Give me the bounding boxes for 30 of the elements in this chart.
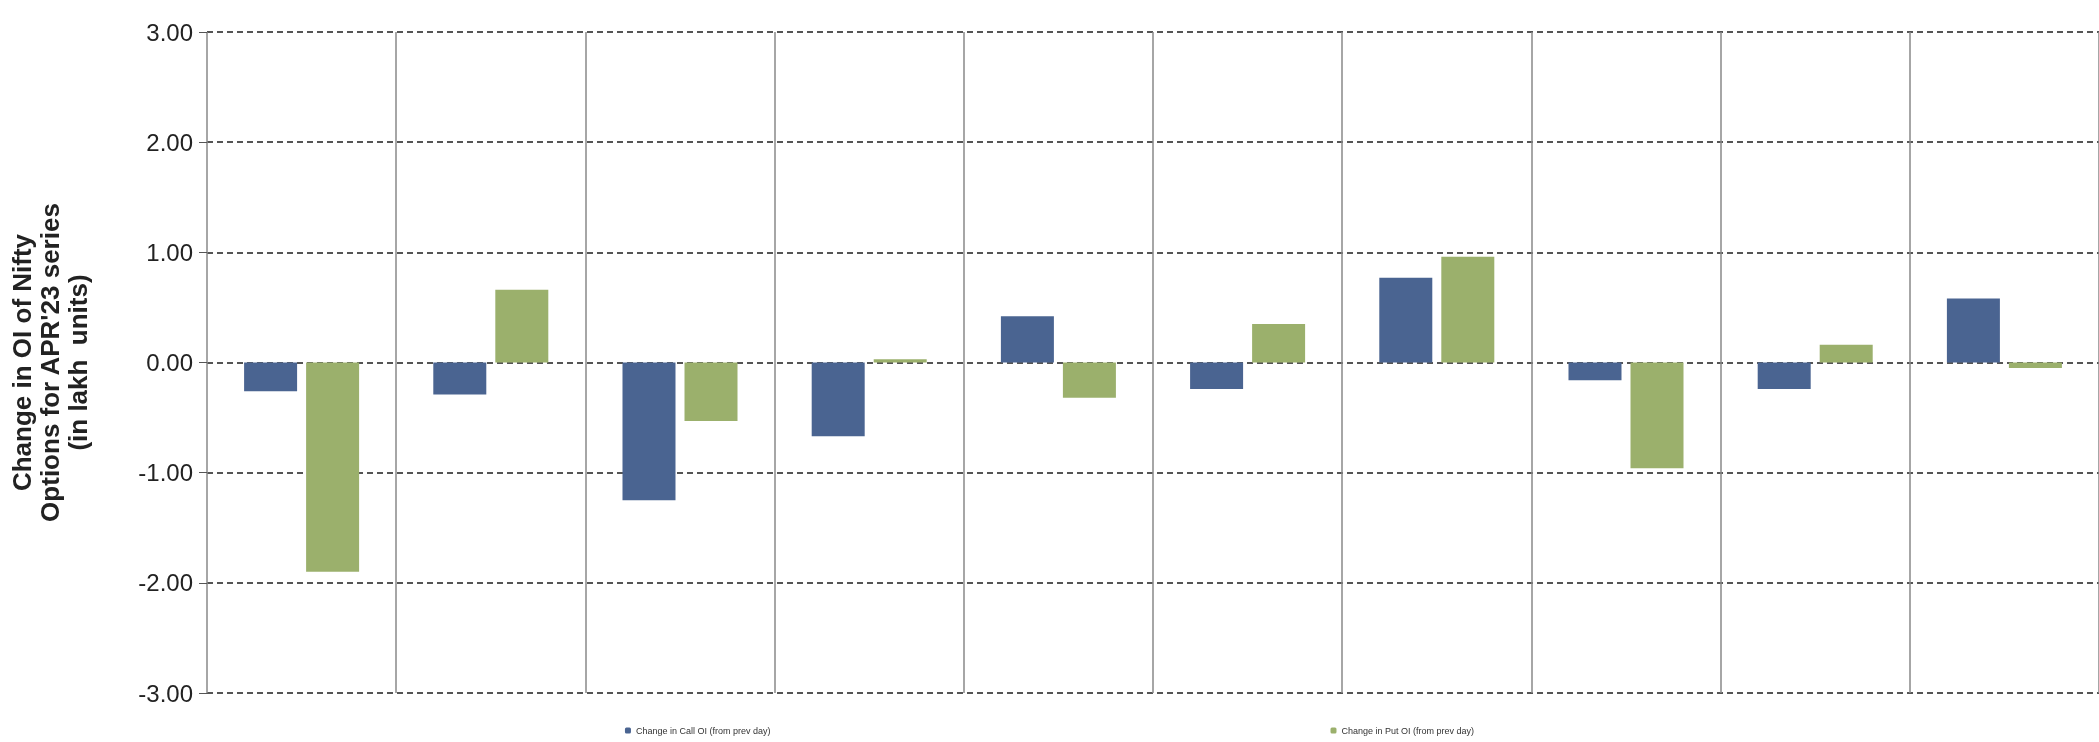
bar <box>1441 256 1495 363</box>
y-tick-label: 2.00 <box>146 128 193 156</box>
bar <box>306 362 360 572</box>
bar <box>244 362 298 392</box>
y-tick-label: -1.00 <box>138 459 193 487</box>
bar <box>1062 362 1116 398</box>
bar <box>1379 277 1433 363</box>
y-tick-label: 1.00 <box>146 238 193 266</box>
legend-label: Change in Call OI (from prev day) <box>635 725 771 736</box>
bar <box>1819 344 1873 363</box>
bar <box>1757 362 1811 389</box>
bar <box>433 362 487 395</box>
y-tick-label: -3.00 <box>138 679 193 707</box>
y-axis-title: Change in OI of Nifty Options for APR'23 series (in lakh units) <box>7 203 93 522</box>
bar <box>1946 298 2000 363</box>
bar <box>1000 316 1054 363</box>
y-tick-label: 0.00 <box>146 349 193 376</box>
legend-label: Change in Put OI (from prev day) <box>1341 725 1475 736</box>
bar <box>1630 362 1684 469</box>
bar <box>1252 323 1306 363</box>
bar <box>873 359 927 363</box>
bar <box>2008 362 2062 369</box>
bar <box>811 362 865 437</box>
bar <box>684 362 738 421</box>
bar <box>1568 362 1622 381</box>
y-tick-label: 3.00 <box>146 18 193 46</box>
bar <box>622 362 676 501</box>
bar <box>1190 362 1244 389</box>
bar <box>495 289 549 363</box>
y-tick-label: -2.00 <box>138 569 193 597</box>
